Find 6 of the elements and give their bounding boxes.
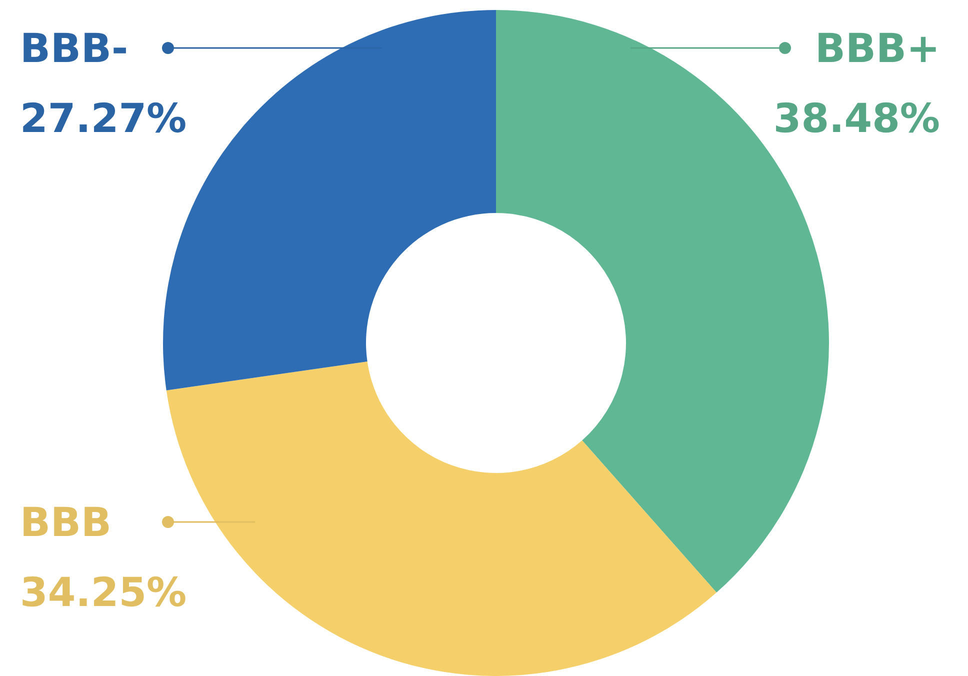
slice-label: BBB+	[815, 26, 940, 72]
data-label: 27.27%	[20, 96, 187, 142]
data-label: 38.48%	[773, 96, 940, 142]
data-label: 34.25%	[20, 570, 187, 616]
legend-label: BBB-	[20, 26, 128, 72]
slice-label: BBB	[20, 500, 112, 546]
